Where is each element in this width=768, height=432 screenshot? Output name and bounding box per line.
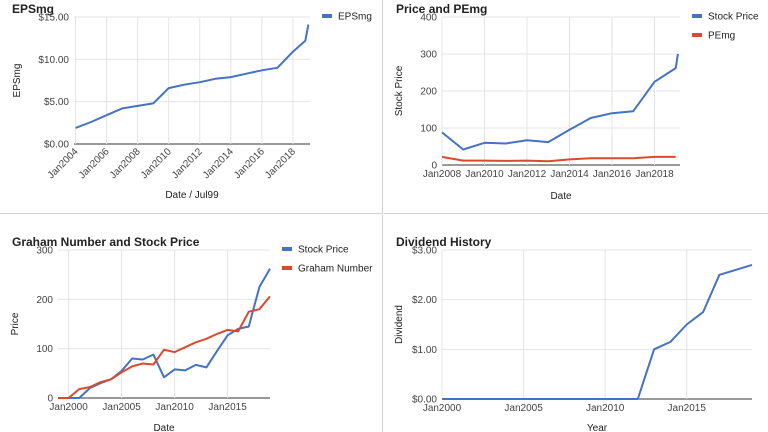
x-tick-label: Jan2005 xyxy=(504,403,543,414)
y-tick-label: 100 xyxy=(36,344,53,355)
price-pe-chart-panel: Price and PEmg 0 100 200 300 400 Jan2008 Jan201… xyxy=(384,0,768,214)
dividend-chart-panel: Dividend History $0.00 $1.00 $2.00 $3.00 Jan2… xyxy=(384,215,768,432)
x-axis-label: Date xyxy=(153,423,175,432)
y-tick-label: 400 xyxy=(420,13,437,24)
legend-label: Graham Number xyxy=(298,264,373,275)
y-tick-label: 0 xyxy=(47,394,53,405)
x-tick-label: Jan2010 xyxy=(139,146,174,181)
series-line-1 xyxy=(441,53,679,151)
chart-title: Price and PEmg xyxy=(396,2,487,16)
x-axis-label: Date xyxy=(550,191,572,202)
x-tick-label: Jan2012 xyxy=(508,169,547,180)
y-tick-label: 300 xyxy=(36,246,53,257)
x-tick-label: Jan2012 xyxy=(170,146,205,181)
series-line-1 xyxy=(75,24,310,129)
chart-title: Graham Number and Stock Price xyxy=(12,235,200,249)
x-tick-label: Jan2006 xyxy=(77,146,112,181)
legend-label: Stock Price xyxy=(708,12,759,23)
legend-label: Stock Price xyxy=(298,245,349,256)
y-axis-label: Stock Price xyxy=(394,65,405,116)
x-tick-label: Jan2018 xyxy=(263,146,298,181)
y-tick-label: $5.00 xyxy=(44,97,69,108)
y-tick-label: $0.00 xyxy=(44,140,69,151)
series-line-2 xyxy=(58,295,271,399)
x-tick-label: Jan2010 xyxy=(586,403,625,414)
x-tick-label: Jan2008 xyxy=(108,146,143,181)
eps-chart-panel: EPSmg $0.00 $5.00 $10.00 $15.00 Jan2004 Jan200… xyxy=(0,0,383,214)
y-tick-label: 200 xyxy=(36,295,53,306)
y-tick-label: $0.00 xyxy=(412,395,437,406)
y-axis-label: Dividend xyxy=(394,305,405,344)
graham-chart-panel: Graham Number and Stock Price 0 100 200 300 J… xyxy=(0,215,383,432)
x-axis-label: Date / Jul99 xyxy=(165,190,219,201)
x-tick-label: Jan2010 xyxy=(465,169,504,180)
chart-title: Dividend History xyxy=(396,235,492,249)
x-tick-label: Jan2000 xyxy=(49,402,88,413)
y-tick-label: 100 xyxy=(420,124,437,135)
legend-label: PEmg xyxy=(708,31,735,42)
x-tick-label: Jan2014 xyxy=(201,146,236,181)
y-tick-label: $2.00 xyxy=(412,295,437,306)
y-tick-label: 0 xyxy=(431,161,437,172)
graham-chart: Graham Number and Stock Price 0 100 200 300 J… xyxy=(10,235,373,432)
x-tick-label: Jan2014 xyxy=(550,169,589,180)
x-tick-label: Jan2010 xyxy=(155,402,194,413)
series-line-2 xyxy=(441,155,676,163)
y-axis-label: Price xyxy=(10,312,21,335)
y-tick-label: $3.00 xyxy=(412,246,437,257)
dividend-chart: Dividend History $0.00 $1.00 $2.00 $3.00 Jan2… xyxy=(394,235,753,432)
chart-title: EPSmg xyxy=(12,2,54,16)
x-tick-label: Jan2015 xyxy=(208,402,247,413)
y-tick-label: $10.00 xyxy=(38,55,69,66)
y-tick-label: 200 xyxy=(420,87,437,98)
x-tick-label: Jan2005 xyxy=(102,402,141,413)
x-tick-label: Jan2004 xyxy=(46,146,81,181)
x-tick-label: Jan2015 xyxy=(668,403,707,414)
y-axis-label: EPSmg xyxy=(12,64,23,98)
x-tick-label: Jan2016 xyxy=(232,146,267,181)
y-tick-label: 300 xyxy=(420,50,437,61)
legend-label: EPSmg xyxy=(338,12,372,23)
x-tick-label: Jan2016 xyxy=(593,169,632,180)
x-tick-label: Jan2018 xyxy=(635,169,674,180)
y-tick-label: $15.00 xyxy=(38,13,69,24)
x-tick-label: Jan2000 xyxy=(423,403,462,414)
x-tick-label: Jan2008 xyxy=(423,169,462,180)
series-line-1 xyxy=(442,263,753,400)
eps-chart: EPSmg$0.00$5.00$10.00$15.00Jan2004Jan200… xyxy=(12,2,372,201)
series-line-1 xyxy=(58,268,271,399)
y-tick-label: $1.00 xyxy=(412,345,437,356)
x-axis-label: Year xyxy=(587,423,608,432)
